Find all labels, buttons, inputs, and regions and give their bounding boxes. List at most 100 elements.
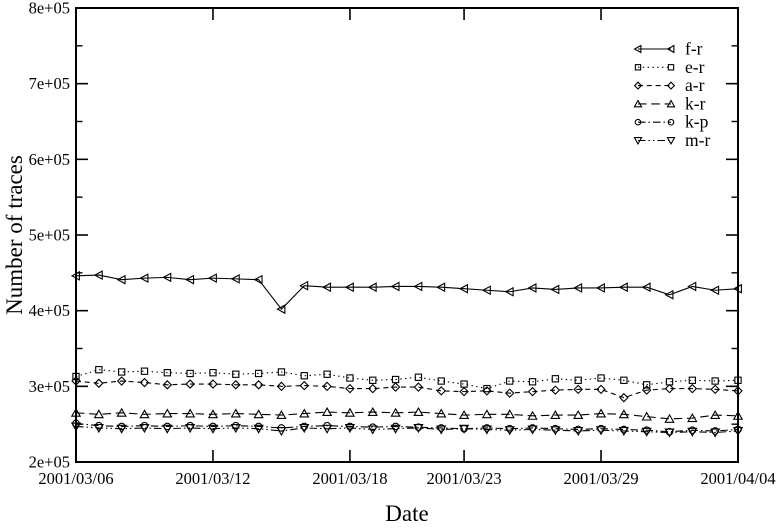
marker-triangle-down-m-r bbox=[344, 423, 356, 434]
marker-square-e-r bbox=[506, 377, 514, 385]
marker-triangle-down-m-r bbox=[618, 427, 630, 437]
marker-square-e-r bbox=[232, 370, 240, 378]
marker-triangle-up-k-r bbox=[595, 408, 607, 418]
legend-label-a-r: a-r bbox=[685, 75, 705, 95]
marker-triangle-left-f-r bbox=[299, 280, 309, 291]
marker-square-e-r bbox=[323, 370, 331, 378]
marker-triangle-up-k-r bbox=[230, 408, 241, 418]
marker-triangle-up-k-r bbox=[504, 409, 515, 419]
marker-diamond-a-r bbox=[504, 388, 515, 398]
legend-label-m-r: m-r bbox=[685, 130, 710, 150]
marker-triangle-up-k-r bbox=[93, 409, 104, 419]
series-e-r bbox=[72, 366, 742, 393]
marker-triangle-left-f-r bbox=[436, 282, 446, 293]
marker-triangle-up-k-r bbox=[116, 407, 127, 417]
marker-triangle-up-k-r bbox=[458, 409, 470, 420]
marker-triangle-down-m-r bbox=[230, 423, 241, 434]
legend-label-e-r: e-r bbox=[685, 57, 705, 77]
marker-triangle-left-f-r bbox=[481, 285, 491, 296]
legend-entry-k-p: k-p bbox=[634, 112, 709, 132]
series-k-p bbox=[72, 419, 742, 436]
marker-triangle-left-f-r bbox=[321, 282, 332, 293]
legend-marker-diamond bbox=[666, 81, 676, 90]
legend-marker-square bbox=[634, 64, 642, 71]
legend-marker-square bbox=[667, 64, 675, 71]
marker-diamond-a-r bbox=[253, 380, 264, 390]
series-line-e-r bbox=[75, 369, 739, 390]
marker-triangle-up-k-r bbox=[641, 411, 652, 421]
x-tick-label: 2001/04/04 bbox=[700, 469, 775, 488]
marker-square-e-r bbox=[711, 377, 719, 385]
series-f-r bbox=[70, 270, 742, 315]
legend-entry-k-r: k-r bbox=[633, 93, 706, 113]
legend-entry-f-r: f-r bbox=[633, 39, 703, 59]
marker-triangle-down-m-r bbox=[299, 423, 310, 434]
marker-diamond-a-r bbox=[390, 382, 401, 392]
legend-marker-triangle-down bbox=[633, 137, 643, 146]
marker-triangle-down-m-r bbox=[321, 424, 333, 434]
marker-triangle-left-f-r bbox=[573, 283, 583, 293]
marker-diamond-a-r bbox=[116, 376, 127, 386]
marker-triangle-up-k-r bbox=[276, 409, 287, 420]
marker-triangle-down-m-r bbox=[276, 427, 287, 437]
marker-diamond-a-r bbox=[641, 385, 652, 395]
marker-triangle-left-f-r bbox=[139, 273, 149, 284]
x-tick-label: 2001/03/29 bbox=[563, 469, 638, 488]
marker-diamond-a-r bbox=[733, 386, 743, 396]
legend-label-k-r: k-r bbox=[685, 93, 706, 113]
marker-diamond-a-r bbox=[413, 382, 424, 392]
axis-ticks: 2e+05 3e+05 4e+05 5e+05 6e+05 7e+05 8e+05 2001/… bbox=[29, 0, 776, 488]
marker-diamond-a-r bbox=[550, 385, 561, 395]
marker-square-e-r bbox=[117, 368, 126, 376]
legend: f-re-ra-rk-rk-pm-r bbox=[633, 39, 710, 150]
legend-entry-m-r: m-r bbox=[633, 130, 710, 150]
marker-triangle-left-f-r bbox=[413, 281, 423, 292]
marker-square-e-r bbox=[346, 374, 354, 382]
marker-triangle-up-k-r bbox=[390, 407, 401, 417]
marker-square-e-r bbox=[643, 381, 651, 389]
y-axis-label: Number of traces bbox=[2, 155, 27, 315]
y-tick-label: 8e+05 bbox=[29, 0, 70, 18]
marker-diamond-a-r bbox=[231, 380, 241, 390]
series-k-r bbox=[70, 406, 744, 423]
marker-triangle-down-m-r bbox=[70, 422, 82, 432]
marker-triangle-down-m-r bbox=[207, 424, 219, 434]
marker-triangle-left-f-r bbox=[732, 283, 742, 294]
marker-triangle-down-m-r bbox=[184, 423, 196, 434]
marker-square-e-r bbox=[528, 378, 537, 386]
marker-triangle-down-m-r bbox=[527, 425, 538, 435]
marker-triangle-left-f-r bbox=[344, 282, 354, 293]
marker-triangle-up-k-r bbox=[618, 409, 630, 419]
marker-triangle-left-f-r bbox=[527, 283, 537, 293]
marker-triangle-down-m-r bbox=[458, 424, 470, 434]
marker-triangle-left-f-r bbox=[230, 273, 240, 284]
marker-triangle-up-k-r bbox=[687, 412, 698, 423]
series-line-f-r bbox=[75, 274, 739, 310]
marker-triangle-left-f-r bbox=[664, 289, 674, 300]
marker-diamond-a-r bbox=[687, 383, 698, 394]
marker-triangle-left-f-r bbox=[641, 282, 651, 293]
marker-diamond-a-r bbox=[345, 383, 355, 394]
marker-triangle-up-k-r bbox=[184, 408, 196, 418]
y-tick-label: 7e+05 bbox=[29, 74, 70, 93]
marker-triangle-down-m-r bbox=[390, 424, 401, 434]
marker-triangle-up-k-r bbox=[481, 409, 493, 419]
marker-square-e-r bbox=[620, 376, 628, 384]
marker-square-e-r bbox=[551, 375, 560, 383]
legend-marker-circle bbox=[634, 118, 642, 126]
y-tick-label: 3e+05 bbox=[29, 377, 70, 396]
marker-triangle-up-k-r bbox=[367, 406, 378, 417]
marker-square-e-r bbox=[688, 376, 697, 384]
marker-diamond-a-r bbox=[664, 383, 675, 394]
marker-triangle-down-m-r bbox=[116, 424, 127, 434]
legend-marker-diamond bbox=[633, 81, 643, 90]
series-line-k-r bbox=[75, 411, 739, 420]
y-tick-label: 4e+05 bbox=[29, 301, 70, 320]
legend-entry-a-r: a-r bbox=[633, 75, 705, 95]
marker-diamond-a-r bbox=[527, 386, 538, 397]
marker-square-e-r bbox=[597, 374, 605, 382]
marker-square-e-r bbox=[186, 369, 194, 378]
marker-diamond-a-r bbox=[139, 377, 150, 388]
y-tick-label: 6e+05 bbox=[29, 150, 70, 169]
